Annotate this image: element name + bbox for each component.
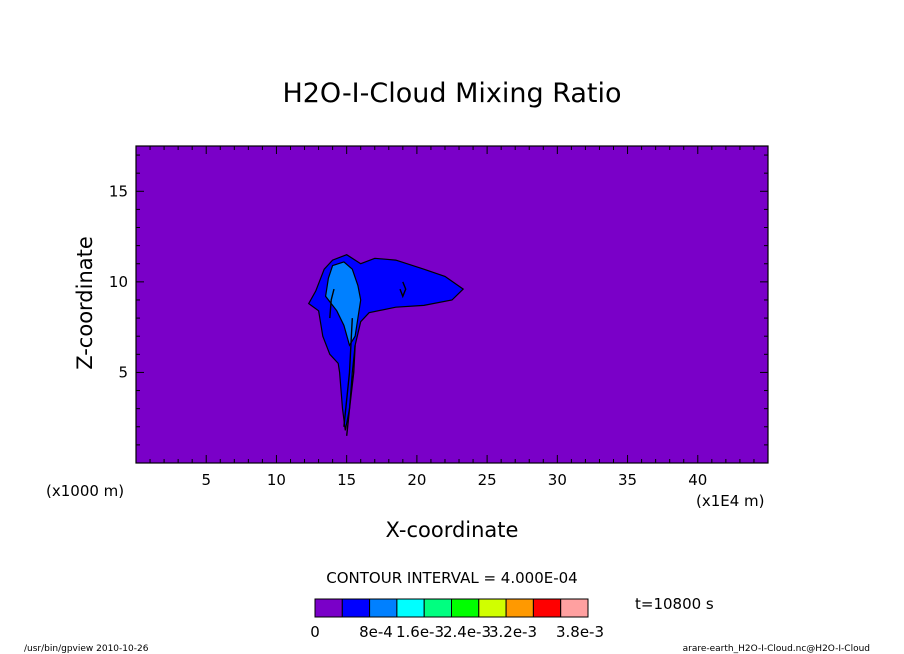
- x-tick-label: 40: [688, 471, 707, 489]
- x-unit-left: (x1000 m): [46, 482, 124, 500]
- colorbar-cell: [423, 598, 453, 618]
- colorbar-cell: [560, 598, 589, 618]
- plot-area: [135, 145, 769, 464]
- colorbar-label: 1.6e-3: [396, 623, 444, 641]
- background-fill: [136, 146, 768, 463]
- contour-line-2: [346, 345, 356, 436]
- colorbar-labels: 0 8e-4 1.6e-32.4e-33.2e-3 3.8e-3: [310, 623, 604, 641]
- time-label: t=10800 s: [635, 595, 714, 613]
- x-tick-label: 35: [618, 471, 637, 489]
- colorbar-cell: [341, 598, 371, 618]
- x-tick-label: 30: [548, 471, 567, 489]
- colorbar-cell: [532, 598, 562, 618]
- x-tick-label: 10: [267, 471, 286, 489]
- x-tick-label: 25: [478, 471, 497, 489]
- contour-line-1: [343, 318, 353, 427]
- x-unit-right: (x1E4 m): [696, 492, 765, 510]
- colorbar-cell: [314, 598, 343, 618]
- colorbar-cell: [396, 598, 425, 618]
- contour-interval: CONTOUR INTERVAL = 4.000E-04: [326, 569, 577, 587]
- footer-left: /usr/bin/gpview 2010-10-26: [24, 644, 149, 654]
- contour-lines: [329, 281, 407, 436]
- x-tick-labels: 5 10 15 20 25 30 35 40: [201, 471, 707, 489]
- colorbar-cell: [369, 598, 398, 618]
- x-axis-label: X-coordinate: [386, 518, 519, 542]
- y-tick-label: 15: [109, 182, 128, 200]
- y-tick-label: 5: [118, 363, 128, 381]
- y-tick-label: 10: [109, 273, 128, 291]
- colorbar-cell: [505, 598, 534, 618]
- colorbar-label: 0: [310, 623, 320, 641]
- colorbar-label: 3.2e-3: [489, 623, 537, 641]
- x-tick-label: 15: [337, 471, 356, 489]
- colorbar-cell: [451, 598, 480, 618]
- colorbar-label: 2.4e-3: [443, 623, 491, 641]
- contour-line-4: [399, 281, 407, 299]
- contour-line-3: [329, 288, 335, 319]
- colorbar-label: 3.8e-3: [556, 623, 604, 641]
- x-tick-label: 20: [407, 471, 426, 489]
- y-axis-label: Z-coordinate: [73, 236, 97, 370]
- colorbar-cell: [478, 598, 507, 618]
- y-tick-labels: 5 10 15: [109, 182, 128, 381]
- axis-ticks: [136, 146, 768, 463]
- chart-title: H2O-I-Cloud Mixing Ratio: [282, 78, 621, 109]
- x-tick-label: 5: [201, 471, 211, 489]
- footer-right: arare-earth_H2O-I-Cloud.nc@H2O-I-Cloud: [683, 644, 870, 654]
- plot-frame: [135, 145, 769, 464]
- colorbar: [314, 598, 589, 618]
- colorbar-label: 8e-4: [359, 623, 393, 641]
